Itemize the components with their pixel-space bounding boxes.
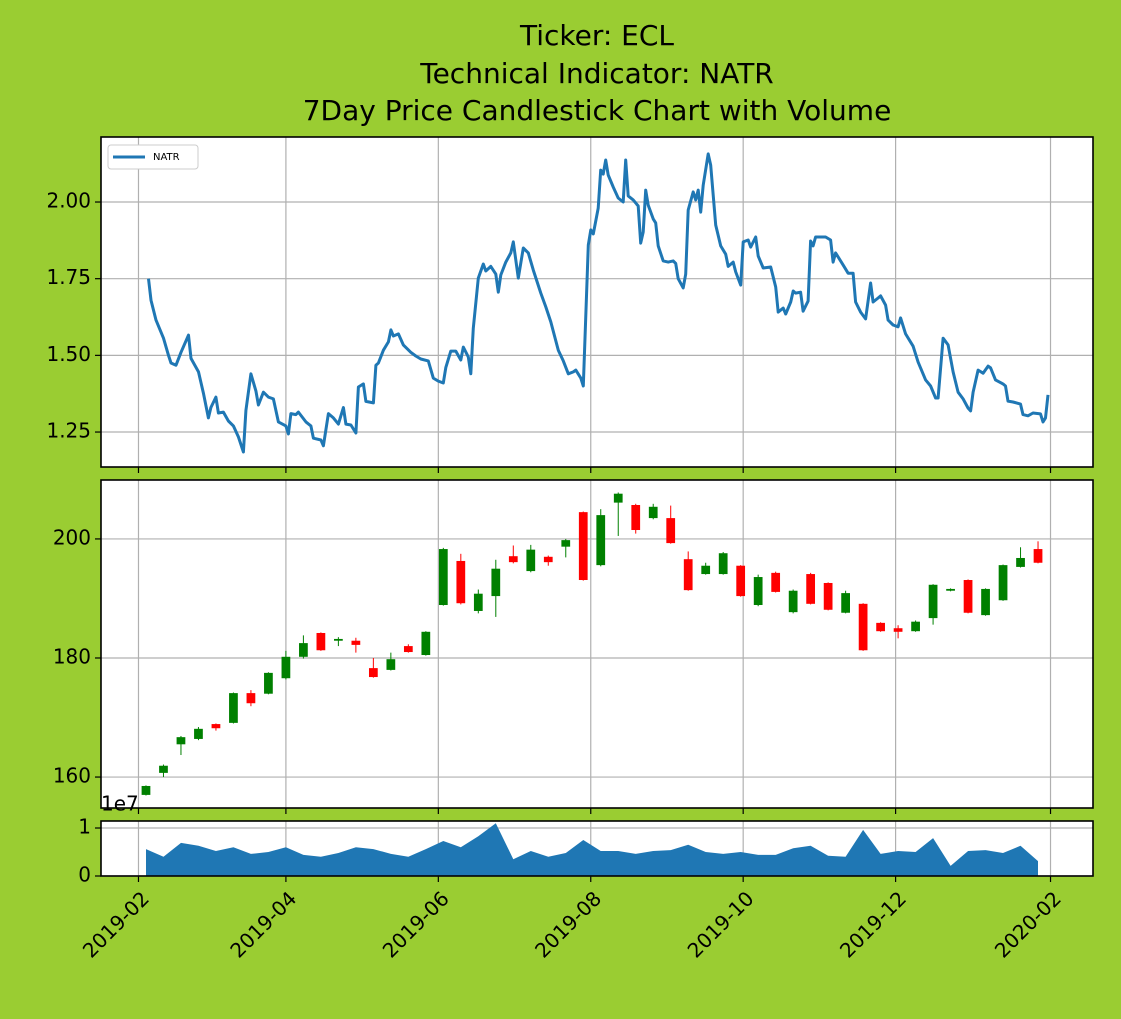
candle-body [561, 540, 571, 547]
candle-body [701, 565, 711, 575]
candle-body [421, 631, 431, 656]
plot-frame [100, 479, 1094, 809]
x-tick-label: 2019-06 [378, 886, 454, 962]
candle-body [368, 668, 378, 678]
y-tick-label: 200 [53, 525, 91, 549]
candle-body [299, 643, 308, 657]
title-line: Ticker: ECL [519, 19, 674, 52]
candle-body [456, 560, 466, 604]
candle-body [648, 506, 658, 519]
candle-body [806, 574, 816, 604]
candle-body [631, 505, 641, 531]
candle-body [246, 693, 256, 704]
y-tick-label: 1.75 [46, 265, 91, 289]
candle-body [736, 565, 746, 597]
candle-body [229, 693, 238, 723]
candle-body [753, 577, 763, 606]
y-tick-label: 1.50 [46, 342, 91, 366]
candle-body [928, 584, 938, 619]
plot-frame [100, 820, 1094, 877]
candle-body [473, 593, 483, 611]
candle-body [543, 556, 553, 563]
candle-body [1033, 549, 1043, 563]
legend-box [107, 144, 199, 170]
plot-area [101, 137, 1093, 467]
candle-body [264, 672, 273, 694]
candle-body [403, 646, 413, 653]
candle-body [438, 549, 448, 606]
y-tick-label: 0 [78, 863, 91, 887]
candle-body [823, 582, 833, 610]
x-tick-label: 2019-12 [835, 886, 911, 962]
candle-body [963, 580, 973, 613]
x-tick-label: 2019-08 [530, 886, 606, 962]
candle-body [386, 659, 396, 670]
candle-body [351, 640, 361, 645]
y-tick-label: 1.25 [46, 419, 91, 443]
candle-body [946, 588, 955, 591]
legend-label: NATR [153, 152, 180, 163]
y-tick-label: 180 [53, 644, 91, 668]
candle-body [858, 603, 868, 651]
candle-body [211, 724, 221, 729]
candle-body [334, 638, 343, 641]
candle-body [876, 622, 885, 632]
natr-line [147, 152, 1050, 454]
volume-area [146, 823, 1038, 876]
x-tick-label: 2019-02 [78, 886, 154, 962]
plot-frame [100, 136, 1094, 468]
candle-body [194, 728, 203, 739]
candle-body [666, 518, 676, 544]
candle-body [141, 785, 151, 795]
candle-body [771, 572, 781, 592]
candle-body [718, 553, 728, 575]
candle-body [981, 588, 990, 616]
candle-body [159, 765, 168, 773]
candle-body [613, 493, 623, 503]
candle-body [491, 568, 501, 597]
candle-body [596, 515, 606, 566]
candle-body [578, 512, 588, 581]
candle-body [841, 593, 850, 613]
candle-body [281, 656, 291, 679]
candle-body [526, 549, 536, 572]
candle-body [176, 737, 186, 745]
candle-body [508, 556, 518, 563]
y-tick-label: 160 [53, 764, 91, 788]
candle-body [788, 590, 798, 613]
candle-body [1016, 557, 1025, 567]
y-tick-label: 1 [78, 815, 91, 839]
candle-body [998, 565, 1008, 601]
candle-body [683, 559, 693, 591]
candle-body [893, 628, 903, 632]
x-tick-label: 2020-02 [990, 886, 1066, 962]
x-tick-label: 2019-04 [225, 886, 301, 962]
legend: NATR [107, 144, 199, 170]
axis-offset-label: 1e7 [101, 792, 139, 816]
y-tick-label: 2.00 [46, 189, 91, 213]
title-line: Technical Indicator: NATR [419, 57, 774, 90]
candle-body [316, 632, 326, 651]
candle-body [911, 621, 920, 632]
title-line: 7Day Price Candlestick Chart with Volume [303, 94, 892, 127]
x-tick-label: 2019-10 [683, 886, 759, 962]
